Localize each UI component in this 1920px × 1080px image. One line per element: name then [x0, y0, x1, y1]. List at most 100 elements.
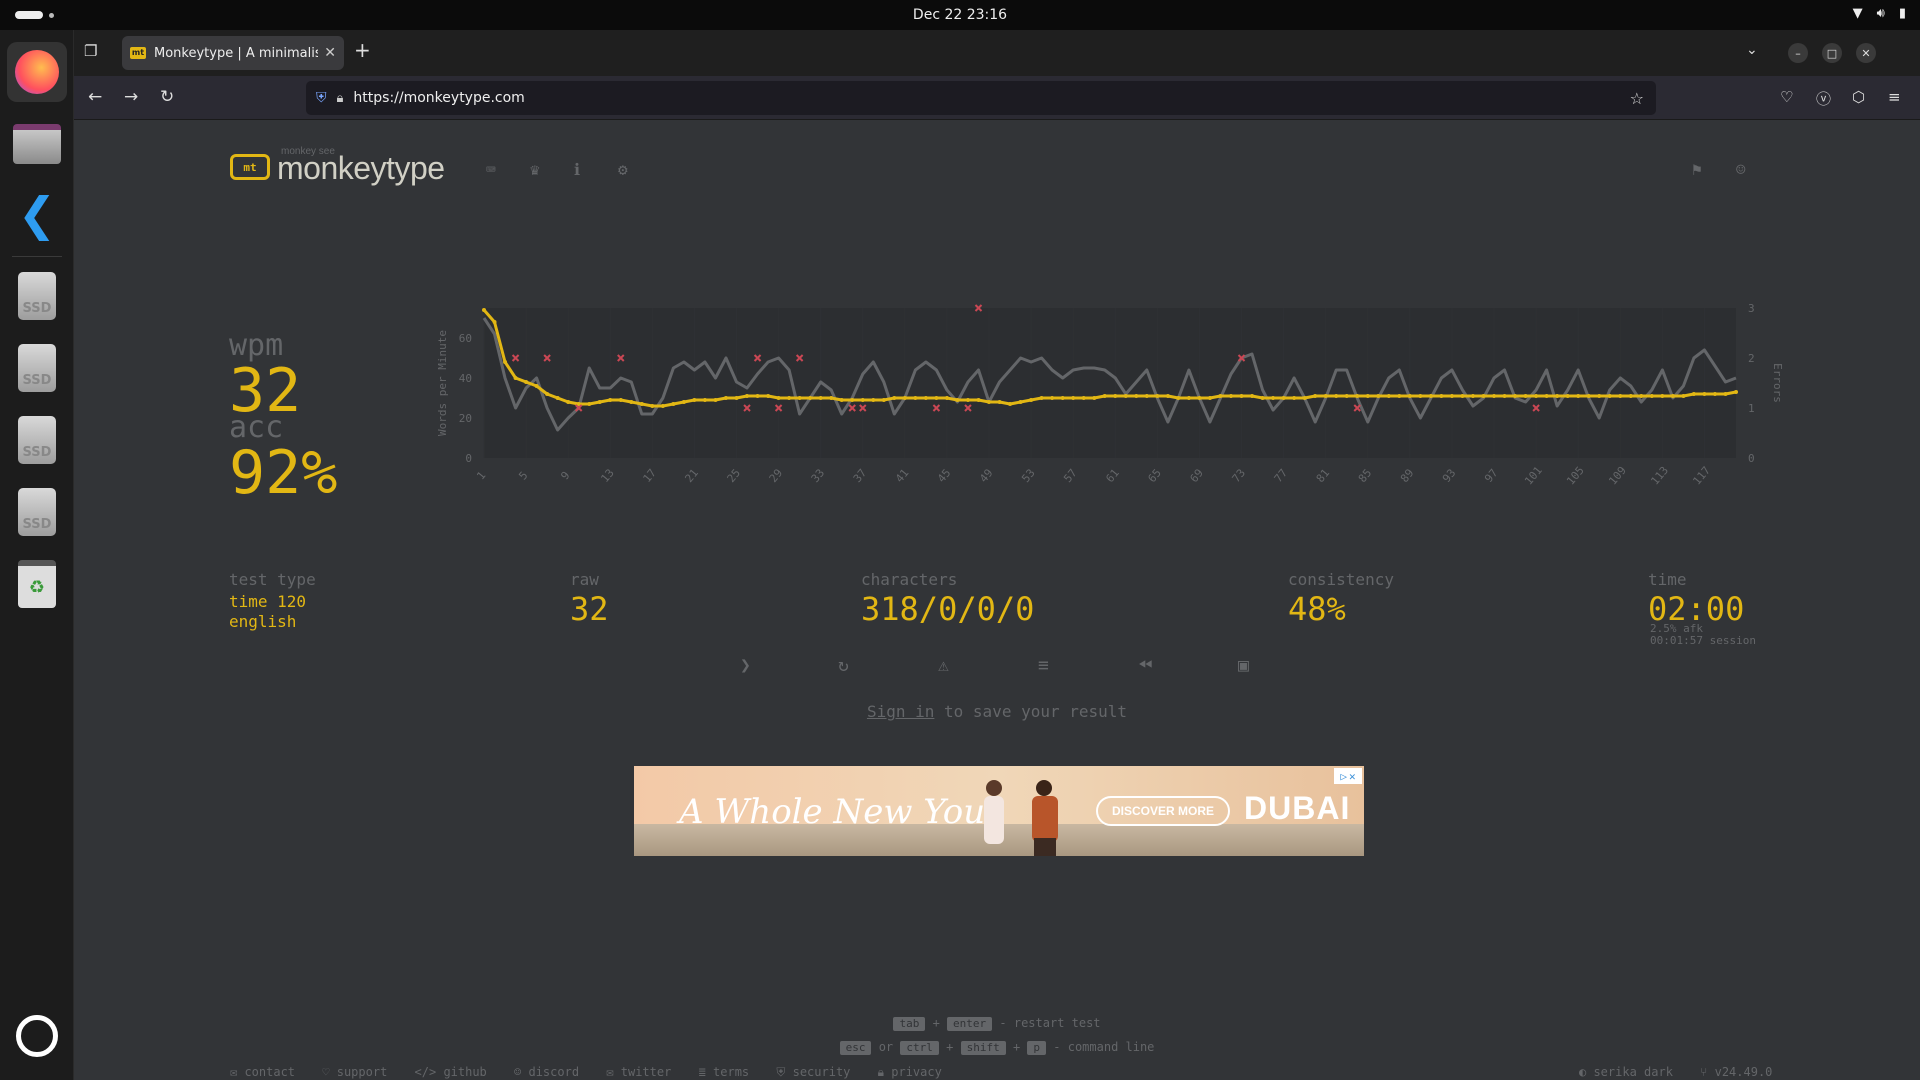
footer-link-privacy[interactable]: 🔒︎ privacy	[877, 1065, 942, 1079]
vscode-launcher[interactable]: ❮	[7, 184, 67, 244]
reload-button[interactable]: ↻	[160, 87, 175, 107]
x-tick-label: 77	[1272, 466, 1290, 485]
lock-icon[interactable]: 🔒︎	[336, 90, 344, 106]
wpm-point	[671, 402, 676, 406]
wpm-point	[1649, 394, 1654, 398]
wpm-point	[524, 380, 529, 384]
footer-link-twitter[interactable]: ✉ twitter	[606, 1065, 672, 1079]
monkeytype-logo-icon[interactable]: mt	[230, 154, 270, 180]
restore-button[interactable]: □	[1822, 43, 1842, 63]
close-window-button[interactable]: ✕	[1856, 43, 1876, 63]
settings-gear-icon[interactable]: ⚙	[618, 160, 628, 179]
raw-label: raw	[570, 570, 599, 589]
tab-overview-icon[interactable]: ❐	[84, 42, 98, 60]
system-tray[interactable]: ▼ 🔊︎ ▮	[1853, 6, 1906, 21]
version-link[interactable]: ⑂ v24.49.0	[1700, 1065, 1773, 1079]
footer-link-contact[interactable]: ✉ contact	[230, 1065, 296, 1079]
wpm-point	[787, 396, 792, 400]
footer-link-security[interactable]: ⛨ security	[776, 1065, 851, 1079]
footer-link-terms[interactable]: ≣ terms	[698, 1065, 750, 1079]
notifications-bell-icon[interactable]: ⚑	[1692, 160, 1702, 179]
ssd-drive-4[interactable]: SSD	[7, 482, 67, 542]
characters-label: characters	[861, 570, 958, 589]
site-title[interactable]: monkeytype	[277, 150, 445, 186]
error-marker	[932, 404, 941, 412]
wpm-point	[1207, 396, 1212, 400]
firefox-launcher[interactable]	[7, 42, 67, 102]
wpm-point	[1576, 394, 1581, 398]
trash-launcher[interactable]: ♻	[7, 554, 67, 614]
wpm-point	[1407, 394, 1412, 398]
minimize-button[interactable]: –	[1788, 43, 1808, 63]
footer-link-support[interactable]: ♡ support	[322, 1065, 388, 1079]
wpm-point	[1712, 392, 1717, 396]
ssd-drive-3[interactable]: SSD	[7, 410, 67, 470]
wpm-point	[987, 400, 992, 404]
new-tab-button[interactable]: +	[354, 38, 371, 62]
close-tab-icon[interactable]: ✕	[324, 45, 336, 61]
x-tick-label: 109	[1606, 464, 1629, 488]
advertisement-banner[interactable]: A Whole New You DISCOVER MORE DUBAI ▷ ✕	[634, 766, 1364, 856]
wpm-point	[1449, 394, 1454, 398]
forward-button[interactable]: →	[124, 87, 139, 107]
report-warning-icon[interactable]: ⚠	[938, 655, 949, 676]
error-marker	[617, 354, 625, 362]
wpm-point	[1313, 394, 1318, 398]
key-esc: esc	[839, 1041, 872, 1055]
key-shift: shift	[960, 1041, 1006, 1055]
ad-cta-button[interactable]: DISCOVER MORE	[1096, 796, 1231, 826]
pocket-icon[interactable]: ♡	[1780, 88, 1794, 106]
wpm-point	[1386, 394, 1391, 398]
ssd-drive-1[interactable]: SSD	[7, 266, 67, 326]
url-text[interactable]: https://monkeytype.com	[353, 90, 525, 106]
wpm-point	[1123, 394, 1128, 398]
show-apps-button[interactable]	[7, 1006, 67, 1066]
wpm-point	[1723, 392, 1728, 396]
consistency-value: 48%	[1288, 590, 1346, 628]
wpm-point	[1502, 394, 1507, 398]
files-launcher[interactable]	[7, 114, 67, 174]
x-tick-label: 117	[1690, 464, 1713, 488]
wpm-point	[723, 396, 728, 400]
y-tick-label: 20	[459, 412, 472, 425]
tracking-shield-icon[interactable]: ⛨	[316, 90, 327, 106]
about-info-icon[interactable]: ℹ	[574, 160, 581, 179]
bookmark-star-icon[interactable]: ☆	[1629, 88, 1644, 108]
ssd-drive-2[interactable]: SSD	[7, 338, 67, 398]
word-history-icon[interactable]: ≡	[1038, 655, 1049, 676]
screenshot-image-icon[interactable]: ▣	[1238, 655, 1249, 676]
ad-choices-close-icon[interactable]: ▷ ✕	[1334, 768, 1362, 784]
x-tick-label: 45	[935, 466, 953, 485]
y2-tick-label: 0	[1748, 452, 1755, 465]
activities-indicator[interactable]	[15, 11, 43, 19]
x-tick-label: 113	[1648, 464, 1671, 488]
restart-icon[interactable]: ↻	[838, 655, 849, 676]
account-user-icon[interactable]: ☺	[1736, 160, 1746, 179]
keyboard-icon[interactable]: ⌨	[486, 160, 496, 179]
address-bar[interactable]: ⛨ 🔒︎ https://monkeytype.com ☆	[306, 81, 1656, 115]
wpm-point	[776, 396, 781, 400]
wpm-point	[839, 398, 844, 402]
list-tabs-chevron-icon[interactable]: ⌄	[1746, 42, 1758, 58]
theme-switcher[interactable]: ◐ serika dark	[1579, 1065, 1673, 1079]
footer-link-github[interactable]: </> github	[414, 1065, 487, 1079]
next-test-icon[interactable]: ❯	[740, 655, 751, 676]
wpm-point	[881, 398, 886, 402]
test-type-label: test type	[229, 570, 316, 589]
error-marker	[1353, 404, 1361, 412]
leaderboard-crown-icon[interactable]: ♛	[530, 160, 540, 179]
menu-icon[interactable]: ≡	[1888, 88, 1901, 106]
sign-in-link[interactable]: Sign in	[866, 702, 935, 721]
error-marker	[774, 404, 783, 412]
system-top-bar: Dec 22 23:16 ▼ 🔊︎ ▮	[0, 0, 1920, 30]
system-clock[interactable]: Dec 22 23:16	[912, 7, 1008, 23]
footer-link-discord[interactable]: ☺ discord	[514, 1065, 580, 1079]
extensions-icon[interactable]: ⬡	[1852, 88, 1866, 106]
back-button[interactable]: ←	[88, 87, 103, 107]
dock: ❮ SSD SSD SSD SSD ♻	[0, 30, 74, 1080]
extension-v-icon[interactable]: ⓥ	[1816, 90, 1832, 108]
x-tick-label: 9	[558, 469, 572, 482]
tab-monkeytype[interactable]: mt Monkeytype | A minimalis ✕	[122, 36, 344, 70]
replay-rewind-icon[interactable]: ⏪︎	[1138, 655, 1153, 676]
